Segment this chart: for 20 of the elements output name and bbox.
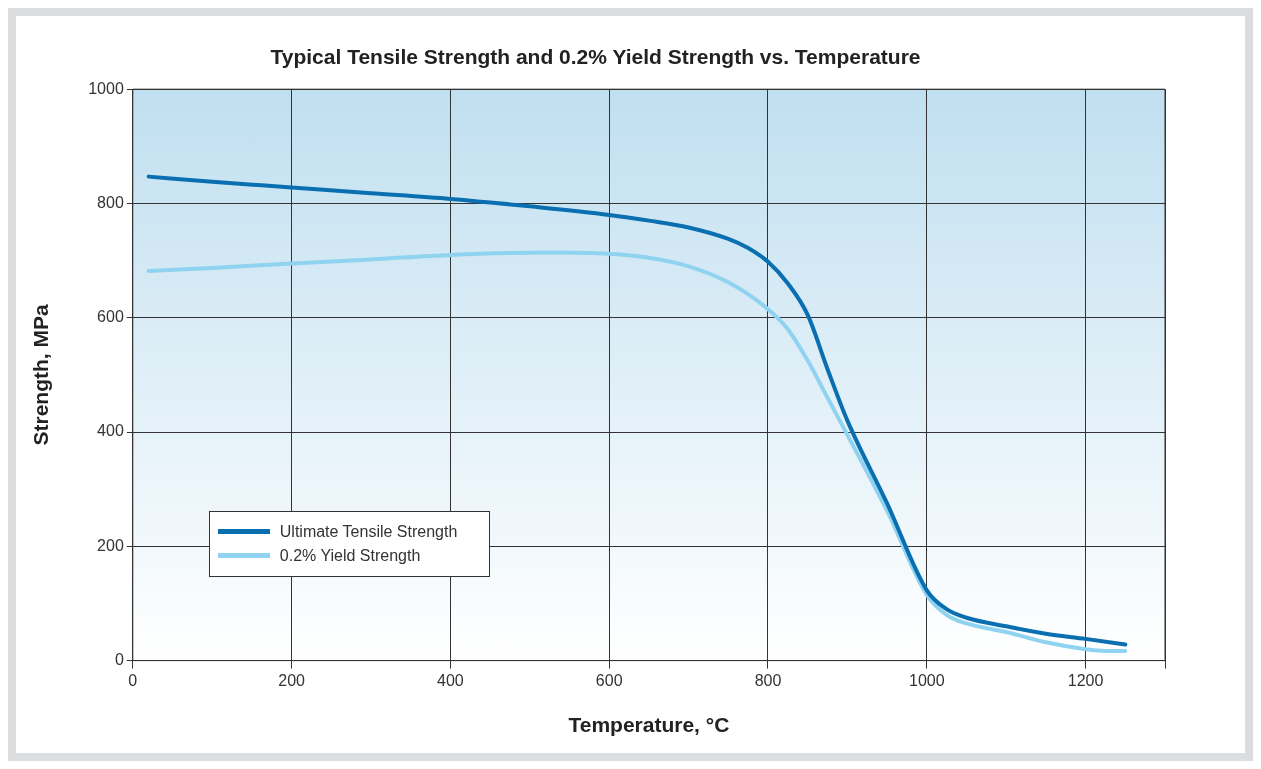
x-tick-label: 0 bbox=[128, 671, 138, 689]
y-tick-label: 0 bbox=[114, 651, 124, 669]
x-axis-title: Temperature, °C bbox=[568, 713, 730, 737]
y-tick-label: 200 bbox=[97, 536, 124, 554]
y-axis-title: Strength, MPa bbox=[29, 304, 53, 446]
x-tick-label: 600 bbox=[595, 671, 623, 689]
y-tick-label: 1000 bbox=[88, 79, 124, 97]
y-tick-label: 400 bbox=[97, 422, 124, 440]
x-tick-label: 1000 bbox=[909, 671, 945, 689]
x-tick-label: 400 bbox=[437, 671, 464, 689]
y-tick-label: 600 bbox=[97, 308, 124, 326]
line-series bbox=[146, 250, 1128, 653]
x-tick-label: 1200 bbox=[1067, 671, 1104, 689]
y-tick-label: 800 bbox=[97, 193, 124, 211]
chart-title: Typical Tensile Strength and 0.2% Yield Strength vs. Temperature bbox=[270, 45, 921, 69]
line-series bbox=[146, 174, 1128, 647]
x-tick-label: 800 bbox=[754, 671, 782, 689]
legend-label: Ultimate Tensile Strength bbox=[279, 522, 458, 541]
legend-label: 0.2% Yield Strength bbox=[279, 546, 421, 565]
x-tick-label: 200 bbox=[278, 671, 306, 689]
